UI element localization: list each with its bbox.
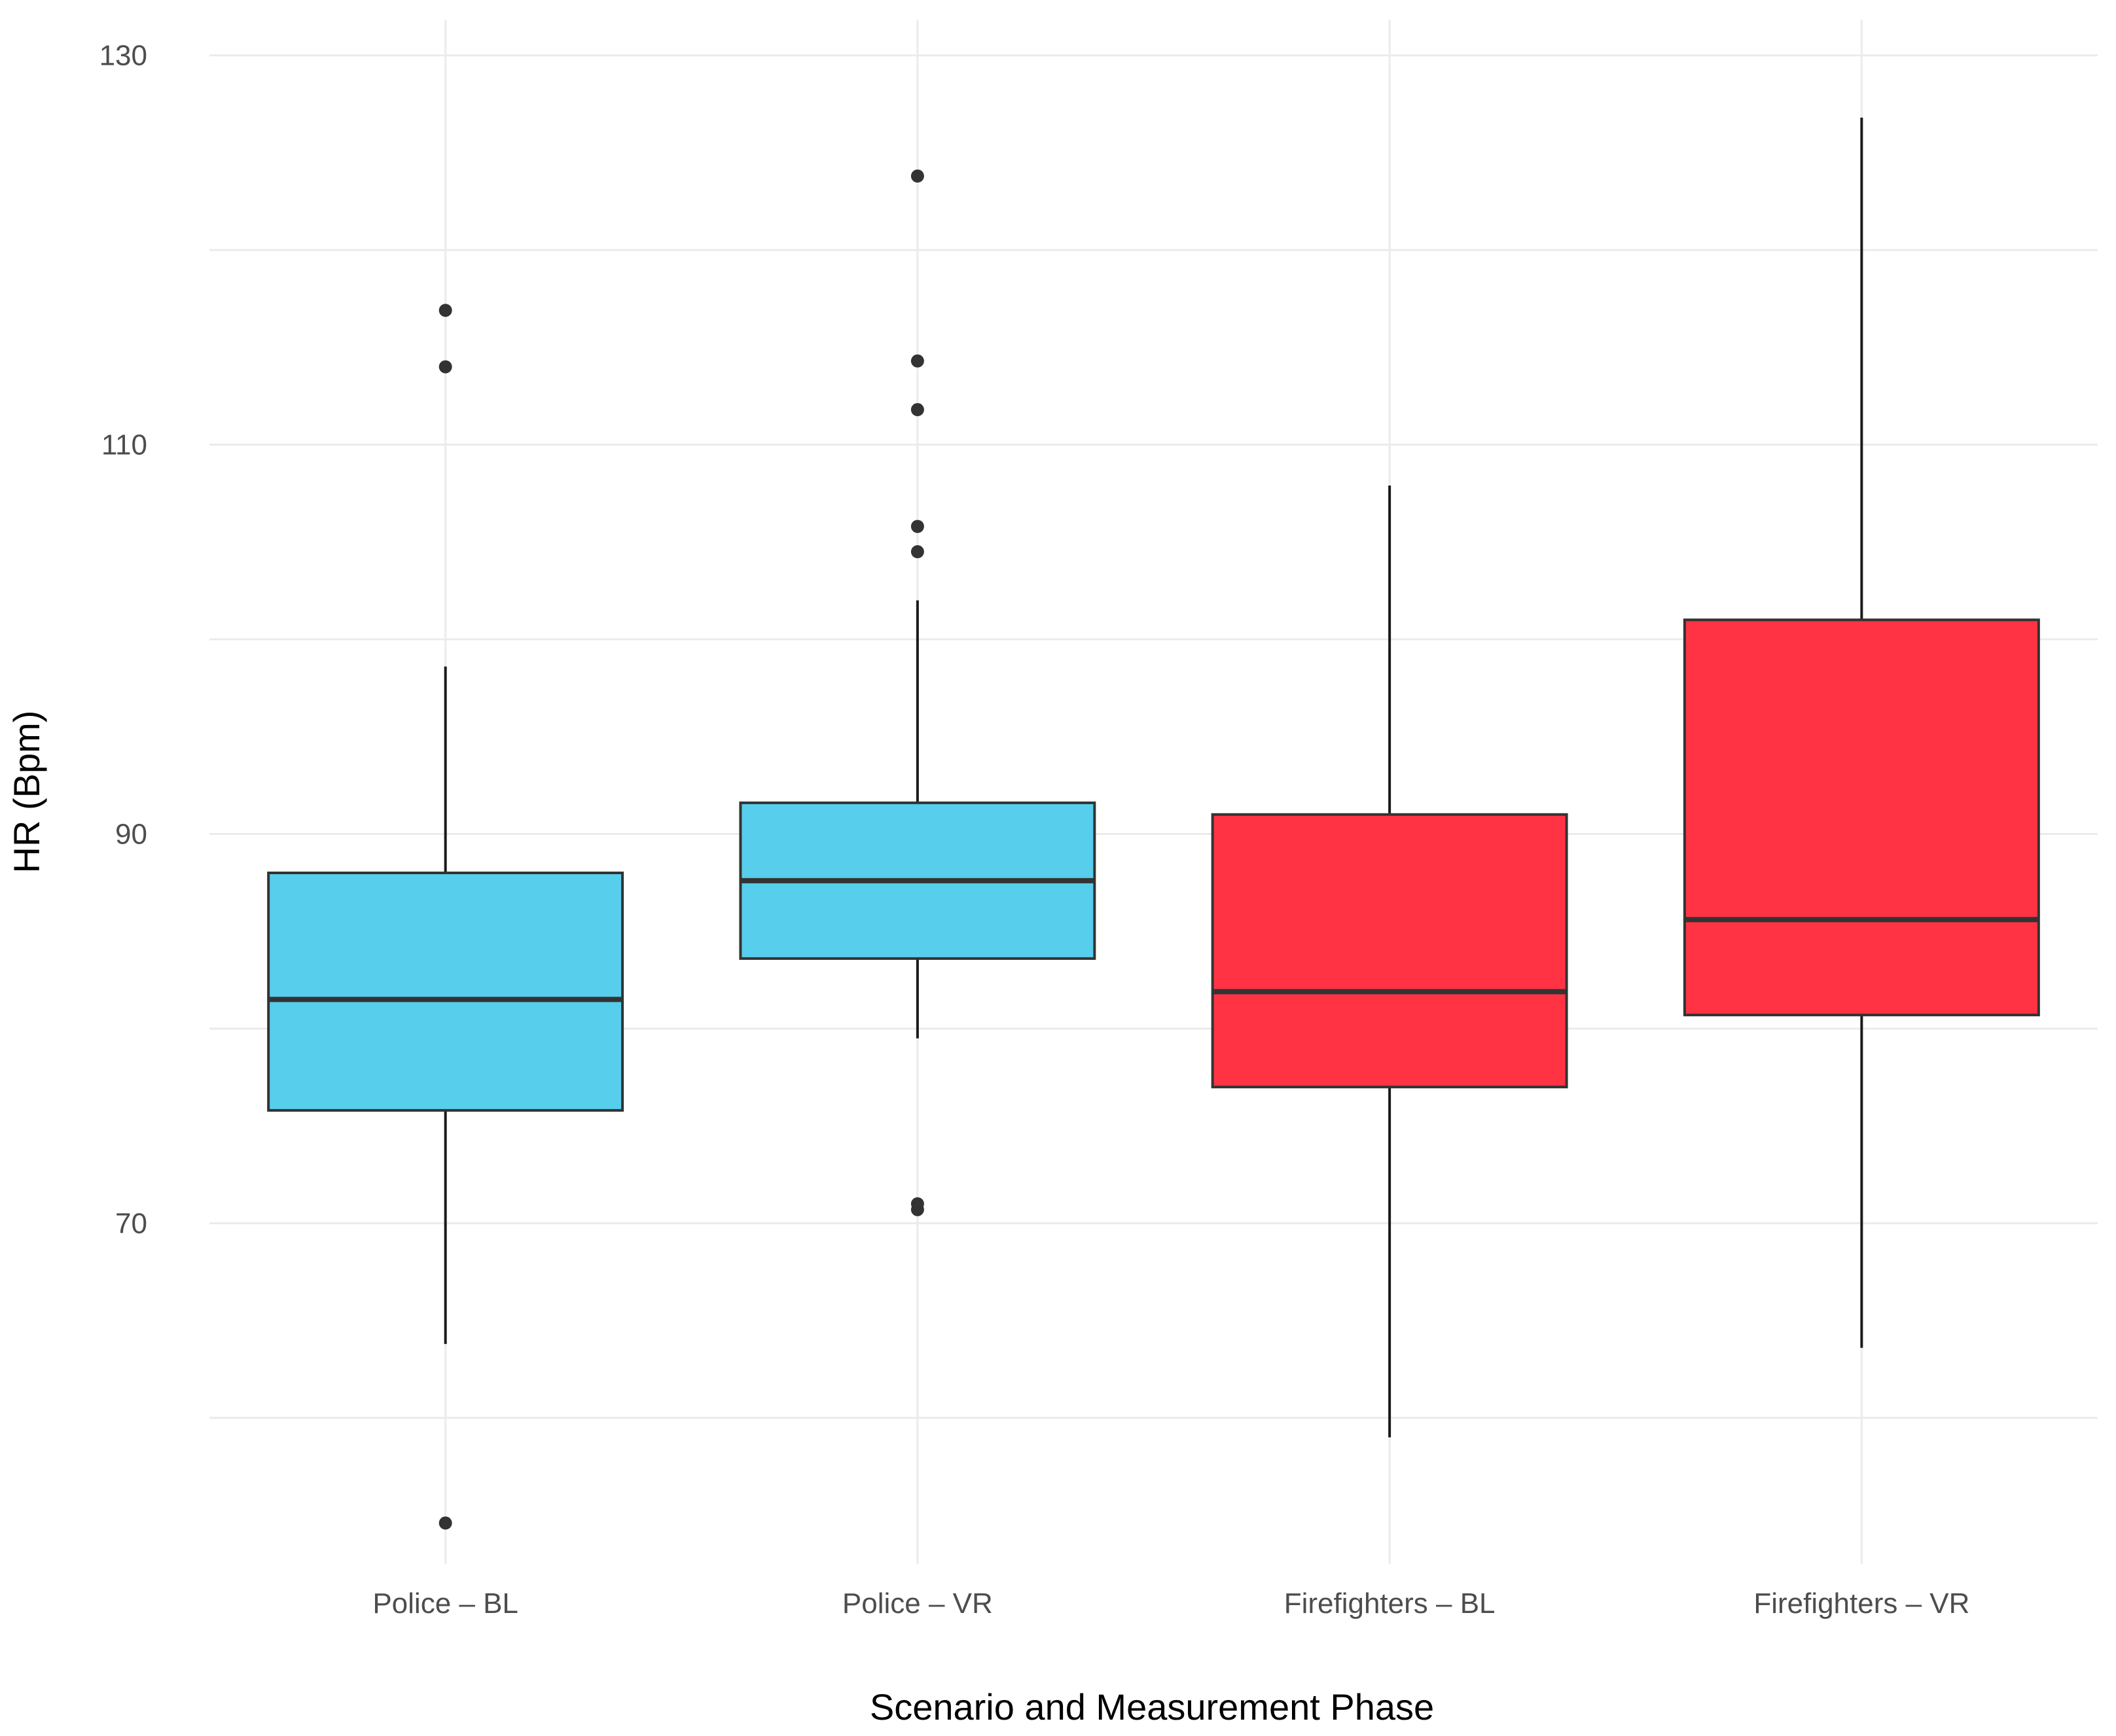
outlier-point	[439, 1516, 452, 1530]
boxplot-firefighters-bl	[1211, 486, 1568, 1438]
iqr-box	[267, 871, 624, 1112]
outlier-point	[910, 403, 924, 417]
boxplot-police-vr	[739, 169, 1096, 1216]
outlier-point	[439, 304, 452, 317]
x-tick-label: Firefighters – BL	[1284, 1587, 1496, 1620]
iqr-box	[1683, 618, 2040, 1017]
iqr-box	[1211, 813, 1568, 1089]
boxplot-police-bl	[267, 304, 624, 1530]
x-tick-label: Police – VR	[842, 1587, 993, 1620]
y-tick-label: 70	[115, 1207, 147, 1239]
outlier-point	[910, 520, 924, 533]
x-tick-label: Police – BL	[372, 1587, 518, 1620]
y-axis-title: HR (Bpm)	[6, 711, 47, 874]
tick-labels: 70 90 110 130 Police – BL Police – VR Firefigh…	[99, 40, 1970, 1620]
y-tick-label: 90	[115, 818, 147, 850]
outlier-point	[439, 360, 452, 374]
box-plots	[267, 117, 2040, 1530]
outlier-point	[910, 1197, 924, 1211]
outlier-point	[910, 169, 924, 183]
x-axis-title: Scenario and Measurement Phase	[870, 1686, 1434, 1727]
x-tick-label: Firefighters – VR	[1753, 1587, 1969, 1620]
boxplot-firefighters-vr	[1683, 117, 2040, 1348]
outlier-point	[910, 545, 924, 559]
y-tick-label: 130	[99, 40, 147, 72]
outlier-point	[910, 354, 924, 368]
y-tick-label: 110	[101, 429, 147, 461]
